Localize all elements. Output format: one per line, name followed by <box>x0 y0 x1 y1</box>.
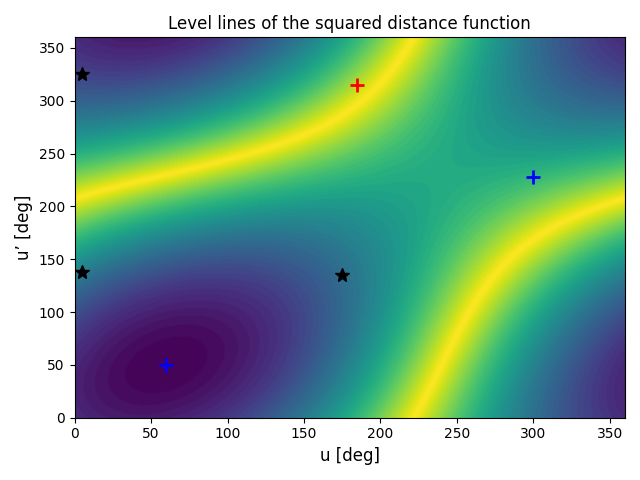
Title: Level lines of the squared distance function: Level lines of the squared distance func… <box>168 15 531 33</box>
Y-axis label: u’ [deg]: u’ [deg] <box>15 195 33 260</box>
X-axis label: u [deg]: u [deg] <box>320 447 380 465</box>
